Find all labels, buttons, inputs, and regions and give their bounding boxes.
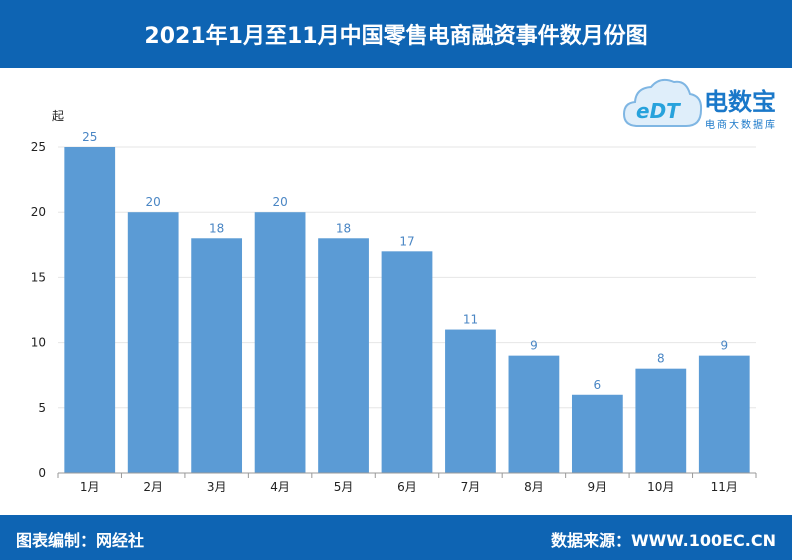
value-label: 18 <box>336 221 351 235</box>
logo-brand: 电数宝 <box>704 88 776 116</box>
footer-bar: 图表编制：网经社 数据来源：WWW.100EC.CN <box>0 515 792 560</box>
x-axis-ticks: 1月 2月 3月 4月 5月 6月 7月 8月 9月 10月 11月 <box>57 473 757 494</box>
value-labels: 25 20 18 20 18 17 11 9 6 8 9 <box>82 130 728 392</box>
value-label: 9 <box>720 339 728 353</box>
y-tick-label: 0 <box>38 466 46 480</box>
x-tick-label: 4月 <box>270 480 290 494</box>
chart-title-bar: 2021年1月至11月中国零售电商融资事件数月份图 <box>0 0 792 68</box>
bar <box>635 368 687 473</box>
bars <box>64 147 750 473</box>
x-tick-label: 7月 <box>461 480 481 494</box>
x-tick-label: 10月 <box>647 480 674 494</box>
y-tick-label: 25 <box>31 140 46 154</box>
bar <box>64 147 116 473</box>
bar <box>698 355 750 473</box>
bar <box>318 238 369 473</box>
x-tick-label: 8月 <box>524 480 544 494</box>
footer-credit: 图表编制：网经社 <box>16 531 145 550</box>
cloud-logo-icon: eDT <box>622 78 703 127</box>
bar <box>127 212 179 473</box>
value-label: 11 <box>463 313 478 327</box>
x-tick-label: 11月 <box>711 480 738 494</box>
y-axis-unit: 起 <box>52 109 64 123</box>
y-tick-label: 20 <box>31 205 46 219</box>
x-tick-label: 1月 <box>80 480 100 494</box>
y-axis-ticks: 0 5 10 15 20 25 <box>31 140 46 480</box>
value-label: 9 <box>530 339 538 353</box>
y-tick-label: 5 <box>38 401 46 415</box>
logo-mark: eDT <box>636 99 681 123</box>
x-tick-label: 3月 <box>207 480 227 494</box>
value-label: 17 <box>399 234 414 248</box>
value-label: 18 <box>209 221 224 235</box>
value-label: 25 <box>82 130 97 144</box>
value-label: 20 <box>146 195 161 209</box>
bar <box>191 238 243 473</box>
value-label: 20 <box>272 195 287 209</box>
value-label: 6 <box>594 378 602 392</box>
bar <box>381 251 433 473</box>
bar <box>254 212 306 473</box>
logo: eDT 电数宝 电商大数据库 <box>620 72 790 136</box>
x-tick-label: 9月 <box>588 480 608 494</box>
x-tick-label: 2月 <box>143 480 163 494</box>
bar <box>508 355 560 473</box>
y-tick-label: 10 <box>31 336 46 350</box>
footer-source: 数据来源：WWW.100EC.CN <box>550 531 776 550</box>
bar-chart: 起 25 20 18 20 18 17 11 9 6 8 9 0 5 10 15 20 25 1月 2月 3月 4月… <box>31 109 757 494</box>
y-tick-label: 15 <box>31 270 46 284</box>
x-tick-label: 5月 <box>334 480 354 494</box>
x-tick-label: 6月 <box>397 480 417 494</box>
logo-tagline: 电商大数据库 <box>705 120 777 131</box>
value-label: 8 <box>657 352 665 366</box>
chart-title: 2021年1月至11月中国零售电商融资事件数月份图 <box>144 24 648 49</box>
bar <box>571 394 623 473</box>
bar <box>445 329 496 473</box>
